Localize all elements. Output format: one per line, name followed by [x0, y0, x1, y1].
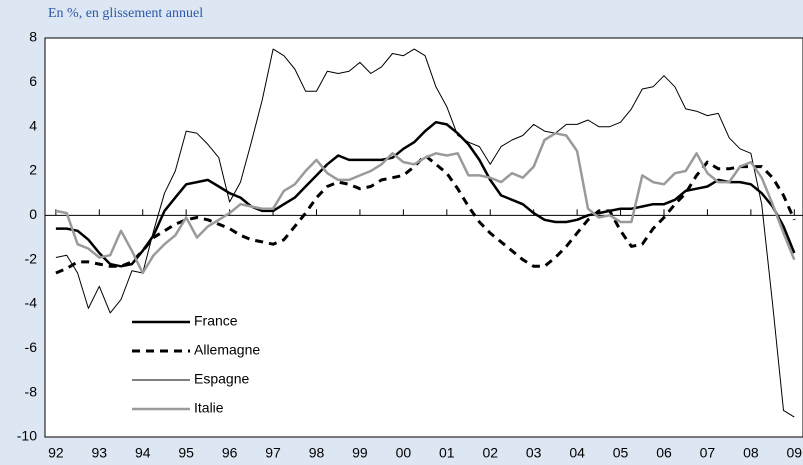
- series-line: [55, 154, 796, 275]
- legend-label: France: [194, 313, 238, 329]
- x-tick-label: 08: [743, 445, 759, 461]
- legend-label: Allemagne: [194, 342, 260, 358]
- y-tick-label: -4: [25, 295, 38, 311]
- x-tick-label: 02: [482, 445, 498, 461]
- y-tick-label: 0: [29, 206, 37, 222]
- y-tick-label: 8: [29, 29, 37, 45]
- y-tick-label: 4: [29, 117, 37, 133]
- subtitle: En %, en glissement annuel: [48, 6, 203, 21]
- x-tick-label: 97: [265, 445, 281, 461]
- x-tick-label: 95: [178, 445, 194, 461]
- x-tick-label: 07: [700, 445, 716, 461]
- x-tick-label: 04: [569, 445, 585, 461]
- y-tick-label: 6: [29, 73, 37, 89]
- x-tick-label: 01: [439, 445, 455, 461]
- y-tick-label: -10: [17, 428, 37, 444]
- x-tick-label: 96: [222, 445, 238, 461]
- series-line: [55, 132, 796, 275]
- x-tick-label: 00: [396, 445, 412, 461]
- y-tick-label: -8: [25, 383, 38, 399]
- plot-area: [44, 37, 803, 438]
- series-line: [55, 120, 796, 268]
- x-tick-label: 94: [135, 445, 151, 461]
- y-tick-label: 2: [29, 162, 37, 178]
- x-tick-label: 98: [309, 445, 325, 461]
- x-tick-label: 93: [92, 445, 108, 461]
- x-tick-label: 03: [526, 445, 542, 461]
- x-tick-label: 05: [613, 445, 629, 461]
- legend-label: Espagne: [194, 371, 249, 387]
- y-tick-label: -2: [25, 250, 38, 266]
- x-tick-label: 09: [787, 445, 803, 461]
- y-tick-label: -6: [25, 339, 38, 355]
- x-tick-label: 06: [656, 445, 672, 461]
- series-group: [55, 48, 796, 418]
- x-tick-label: 92: [48, 445, 64, 461]
- legend-label: Italie: [194, 400, 224, 416]
- series-line: [55, 48, 795, 418]
- x-tick-label: 99: [352, 445, 368, 461]
